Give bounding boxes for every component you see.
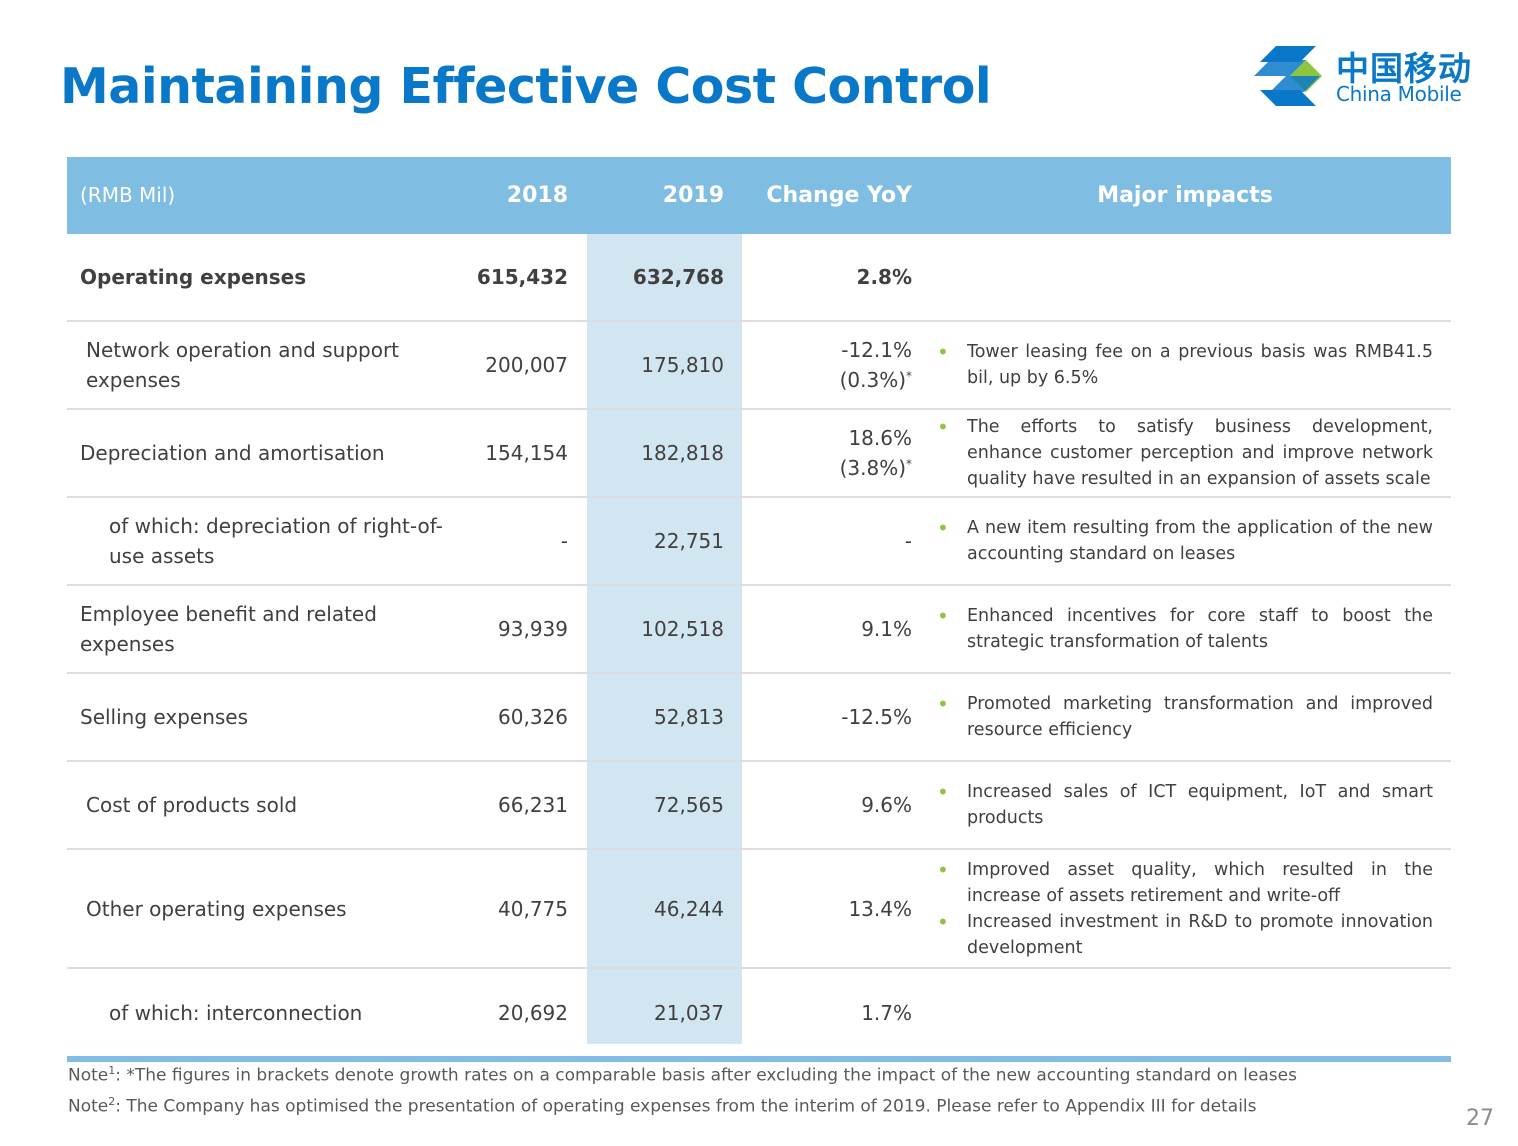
value-2019: 21,037 [654,1000,724,1025]
value-2018: 154,154 [485,441,568,465]
unit-label: (RMB Mil) [80,183,176,207]
major-impacts: A new item resulting from the applicatio… [937,498,1433,584]
row-label: Operating expenses [80,265,307,289]
table-row: Operating expenses 615,432 632,768 2.8% [67,234,1451,322]
comparable-change: (0.3%)* [839,368,912,392]
impact-bullet: Tower leasing fee on a previous basis wa… [937,339,1433,391]
impact-bullet: Increased investment in R&D to promote i… [937,909,1433,961]
table-bottom-rule [67,1056,1451,1062]
table-body: Operating expenses 615,432 632,768 2.8% Netw… [67,234,1451,1062]
change-yoy: -12.5% [757,674,912,760]
header-change-yoy: Change YoY [766,183,912,208]
row-label: Network operation and support expenses [86,338,400,392]
impact-bullet: Enhanced incentives for core staff to bo… [937,603,1433,655]
value-2019: 52,813 [654,705,724,729]
change-value: 18.6% [848,426,912,450]
footnote-star: * [906,369,912,383]
table-row: Employee benefit and related expenses 93,… [67,586,1451,674]
logo-chinese-text: 中国移动 [1336,49,1472,88]
change-value: 9.1% [861,617,912,641]
value-2019: 182,818 [641,441,724,465]
table-row: Cost of products sold 66,231 72,565 9.6% Inc… [67,762,1451,850]
change-value: - [904,529,912,553]
china-mobile-logo: 中国移动 China Mobile [1250,40,1480,116]
impact-bullet: The efforts to satisfy business developm… [937,414,1433,492]
change-value: 9.6% [861,793,912,817]
change-yoy: 18.6% (3.8%)* [757,410,912,496]
footnote-star: * [906,457,912,471]
major-impacts: Enhanced incentives for core staff to bo… [937,586,1433,672]
value-2019: 72,565 [654,793,724,817]
change-yoy: - [757,498,912,584]
major-impacts [937,234,1433,320]
page-number: 27 [1466,1106,1494,1131]
major-impacts [937,969,1433,1056]
value-2019: 22,751 [654,529,724,553]
impact-bullet: Improved asset quality, which resulted i… [937,857,1433,909]
china-mobile-emblem-icon [1254,46,1322,106]
major-impacts: Promoted marketing transformation and im… [937,674,1433,760]
cost-table: (RMB Mil) 2018 2019 Change YoY Major imp… [67,157,1451,1062]
table-row: Selling expenses 60,326 52,813 -12.5% Promot… [67,674,1451,762]
table-row: Depreciation and amortisation 154,154 182,… [67,410,1451,498]
value-2018: 615,432 [476,265,568,289]
value-2019: 102,518 [641,617,724,641]
row-label: Employee benefit and related expenses [80,602,377,656]
value-2019: 175,810 [641,353,724,377]
value-2018: 200,007 [485,353,568,377]
table-row: of which: depreciation of right-of-use a… [67,498,1451,586]
table-row: Other operating expenses 40,775 46,244 13.4… [67,850,1451,969]
logo-english-text: China Mobile [1336,82,1462,106]
footnotes: Note1: *The figures in brackets denote g… [68,1058,1297,1119]
value-2019: 46,244 [654,896,724,921]
header-2018: 2018 [506,183,568,208]
row-label: Cost of products sold [86,793,298,817]
value-2019: 632,768 [632,265,724,289]
value-2018: 20,692 [498,1000,568,1025]
header-major-impacts: Major impacts [1097,183,1273,208]
impact-bullet: Promoted marketing transformation and im… [937,691,1433,743]
comparable-change: (3.8%)* [839,456,912,480]
major-impacts: Tower leasing fee on a previous basis wa… [937,322,1433,408]
change-value: -12.1% [841,338,912,362]
change-yoy: 1.7% [757,969,912,1056]
major-impacts: Increased sales of ICT equipment, IoT an… [937,762,1433,848]
table-header: (RMB Mil) 2018 2019 Change YoY Major imp… [67,157,1451,234]
note-2: Note2: The Company has optimised the pre… [68,1094,1257,1117]
row-label: of which: depreciation of right-of-use a… [109,514,443,568]
value-2018: 40,775 [498,896,568,921]
value-2018: - [560,529,568,553]
row-label: Other operating expenses [86,896,347,921]
change-yoy: 13.4% [757,850,912,967]
impact-bullet: A new item resulting from the applicatio… [937,515,1433,567]
major-impacts: Improved asset quality, which resulted i… [937,850,1433,967]
note-1: Note1: *The figures in brackets denote g… [68,1064,1297,1086]
change-value: 2.8% [856,265,912,289]
change-yoy: -12.1% (0.3%)* [757,322,912,408]
value-2018: 66,231 [498,793,568,817]
change-value: 13.4% [848,896,912,921]
header-2019: 2019 [662,183,724,208]
impact-bullet: Increased sales of ICT equipment, IoT an… [937,779,1433,831]
change-yoy: 9.6% [757,762,912,848]
change-yoy: 9.1% [757,586,912,672]
change-value: 1.7% [861,1000,912,1025]
table-row: Network operation and support expenses 20… [67,322,1451,410]
change-yoy: 2.8% [757,234,912,320]
value-2018: 60,326 [498,705,568,729]
table-row: of which: interconnection 20,692 21,037 1.7… [67,969,1451,1056]
change-value: -12.5% [841,705,912,729]
page-title: Maintaining Effective Cost Control [60,58,992,115]
major-impacts: The efforts to satisfy business developm… [937,410,1433,496]
year-2019-column-highlight [587,234,742,1044]
row-label: Depreciation and amortisation [80,441,385,465]
value-2018: 93,939 [498,617,568,641]
row-label: of which: interconnection [109,1000,363,1025]
row-label: Selling expenses [80,705,249,729]
